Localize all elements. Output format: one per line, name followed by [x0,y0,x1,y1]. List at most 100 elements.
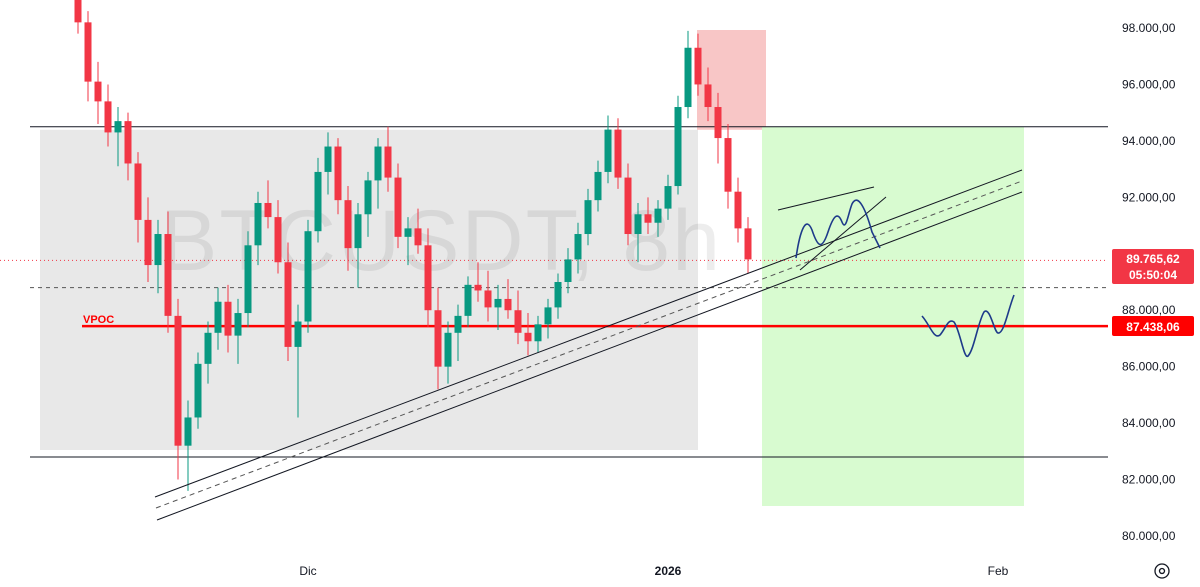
time-axis[interactable]: Dic 2026 Feb [299,564,1008,578]
candle [164,211,172,333]
candle [154,219,162,294]
y-tick-label: 86.000,00 [1122,360,1176,374]
y-tick-label: 84.000,00 [1122,416,1176,430]
resistance-zone [697,30,766,130]
candle [344,186,352,271]
candle [114,107,122,167]
candle [74,0,82,34]
candle [594,160,602,212]
candle [194,352,202,429]
candle [84,11,92,102]
candle [234,298,242,364]
candle [254,191,262,266]
price-axis-background [1108,0,1200,587]
last-price-tag: 89.765,62 05:50:04 [1112,249,1194,284]
candle [734,177,742,243]
candle [384,126,392,192]
channel-midline [155,180,1023,509]
y-tick-label: 82.000,00 [1122,473,1176,487]
drawings-layer [154,169,1023,521]
candle [94,61,102,124]
vpoc-label: VPOC [83,314,114,326]
candle [374,138,382,209]
candle [654,200,662,237]
y-tick-label: 80.000,00 [1122,529,1176,543]
last-price-value: 89.765,62 [1126,252,1180,266]
candle [244,231,252,328]
candle [314,157,322,243]
candle [364,171,372,237]
y-tick-label: 96.000,00 [1122,77,1176,91]
candle [454,304,462,362]
wedge-upper-line [777,186,875,211]
candle [584,188,592,246]
candles-layer [74,0,752,491]
candle [204,321,212,384]
candle [684,30,692,119]
target-zone [762,126,1024,507]
candle [624,163,632,246]
x-tick-label: Feb [988,564,1009,578]
level-lines-layer [0,126,1108,458]
candle [504,279,512,319]
candle [414,208,422,254]
candle [694,33,702,96]
candle [274,200,282,274]
candle [704,67,712,122]
x-tick-label: 2026 [655,564,682,578]
candle [144,197,152,282]
candle [184,400,192,491]
candle [724,123,732,209]
candle [124,112,132,181]
candle [334,138,342,215]
candle [744,217,752,274]
price-axis[interactable]: 80.000,00 82.000,00 84.000,00 86.000,00 88.0… [1108,0,1200,587]
candle [614,118,622,189]
candle [464,276,472,328]
candle [664,174,672,220]
projection-path-1 [795,199,881,259]
candle [644,197,652,235]
candle [564,248,572,294]
candle [514,290,522,345]
candle [714,92,722,164]
candle [474,262,482,302]
y-tick-label: 94.000,00 [1122,134,1176,148]
candle [544,298,552,339]
candle [484,270,492,322]
candle [294,304,302,418]
candle [324,132,332,195]
settings-icon[interactable] [1154,563,1170,579]
candle [134,152,142,243]
candle [434,287,442,390]
y-tick-label: 98.000,00 [1122,21,1176,35]
channel-upper-line [154,169,1023,498]
candle [224,284,232,353]
vpoc-price-tag: 87.438,06 [1112,316,1194,336]
candle [444,321,452,384]
candle [214,287,222,350]
candle [534,315,542,353]
candle [354,202,362,288]
x-tick-label: Dic [299,564,316,578]
channel-lower-line [156,191,1023,521]
projection-path-2 [921,294,1015,357]
y-tick-label: 92.000,00 [1122,190,1176,204]
candle [394,163,402,249]
candle [284,242,292,362]
candle [574,222,582,274]
candle [604,115,612,184]
candle [264,180,272,229]
candle [174,298,182,480]
candle [634,202,642,263]
candle [104,84,112,147]
bar-countdown: 05:50:04 [1129,268,1177,282]
candle [674,95,682,195]
vpoc-price-value: 87.438,06 [1126,320,1180,334]
candle [554,273,562,319]
candle [494,284,502,330]
candle [304,219,312,333]
wedge-lower-line [799,196,887,271]
y-tick-label: 88.000,00 [1122,303,1176,317]
